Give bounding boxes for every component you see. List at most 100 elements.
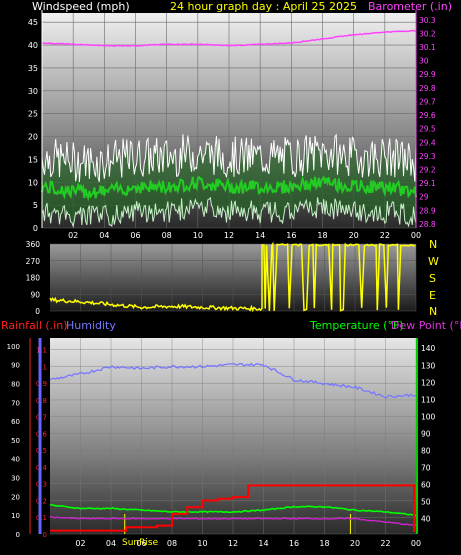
rain-x-tick-label: 00 xyxy=(411,539,421,548)
wind-tick-label: 20 xyxy=(28,133,38,142)
barometer-line xyxy=(41,29,416,47)
humidity-tick-label: 20 xyxy=(11,493,20,501)
wind-gust-line xyxy=(41,133,417,183)
wind-x-tick-label: 08 xyxy=(162,231,172,240)
rain-tick-label: 0 xyxy=(43,531,47,539)
wind-tick-label: 35 xyxy=(28,64,38,73)
wind-tick-label: 0 xyxy=(33,224,38,233)
wind-x-tick-label: 20 xyxy=(349,231,359,240)
rain-x-tick-label: 22 xyxy=(380,539,390,548)
wind-range-area xyxy=(42,134,416,227)
dewpoint-line xyxy=(49,515,417,526)
windspeed-axis-label: Windspeed (mph) xyxy=(32,0,130,13)
humidity-tick-label: 60 xyxy=(11,418,20,426)
temperature-tick-label: 70 xyxy=(421,464,431,473)
barometer-tick-label: 29.9 xyxy=(419,70,436,79)
compass-letter-w: W xyxy=(428,255,439,268)
humidity-tick-label: 0 xyxy=(16,531,20,539)
direction-tick-label: 180 xyxy=(26,274,41,283)
barometer-tick-label: 29.8 xyxy=(419,84,436,93)
barometer-tick-label: 28.8 xyxy=(419,220,436,229)
humidity-tick-label: 10 xyxy=(11,512,20,520)
wind-x-tick-label: 14 xyxy=(255,231,265,240)
rain-tick-label: 0.4 xyxy=(36,464,48,472)
wind-tick-label: 40 xyxy=(28,41,38,50)
rainfall-line xyxy=(50,484,416,532)
barometer-axis-label: Barometer (.in) xyxy=(368,0,452,13)
compass-letter-n-top: N xyxy=(429,238,438,251)
chart-title: 24 hour graph day : April 25 2025 xyxy=(170,0,357,13)
rain-x-tick-label: 18 xyxy=(319,539,329,548)
rain-x-tick-label: 04 xyxy=(106,539,116,548)
barometer-tick-label: 30.1 xyxy=(419,43,436,52)
wind-x-tick-label: 02 xyxy=(68,231,78,240)
barometer-tick-label: 29.2 xyxy=(419,165,436,174)
temperature-tick-label: 130 xyxy=(421,361,436,370)
barometer-tick-label: 30.2 xyxy=(419,29,436,38)
barometer-tick-label: 29 xyxy=(419,193,429,202)
temperature-tick-label: 60 xyxy=(421,481,431,490)
direction-tick-label: 90 xyxy=(30,290,40,299)
wind-low-line xyxy=(41,196,417,229)
humidity-tick-label: 70 xyxy=(11,399,20,407)
humidity-line xyxy=(49,362,417,399)
barometer-tick-label: 29.5 xyxy=(419,125,436,134)
wind-tick-label: 15 xyxy=(28,155,38,164)
humidity-tick-label: 50 xyxy=(11,437,20,445)
temperature-tick-label: 90 xyxy=(421,429,431,438)
rain-x-tick-label: 06 xyxy=(136,539,146,548)
barometer-tick-label: 29.7 xyxy=(419,97,436,106)
temperature-tick-label: 80 xyxy=(421,446,431,455)
wind-x-tick-label: 18 xyxy=(317,231,327,240)
compass-letter-s: S xyxy=(429,272,436,285)
wind-x-tick-label: 10 xyxy=(193,231,203,240)
rain-x-tick-label: 16 xyxy=(289,539,299,548)
wind-x-tick-label: 22 xyxy=(380,231,390,240)
barometer-tick-label: 29.1 xyxy=(419,179,436,188)
wind-tick-label: 10 xyxy=(28,178,38,187)
direction-tick-label: 360 xyxy=(26,240,41,249)
humidity-axis-label: Humidity xyxy=(66,319,116,332)
rain-x-tick-label: 10 xyxy=(197,539,207,548)
sunrise-annotation: SunRise xyxy=(122,538,159,548)
humidity-tick-label: 90 xyxy=(11,362,20,370)
rain-x-tick-label: 12 xyxy=(228,539,238,548)
wind-tick-label: 5 xyxy=(33,201,38,210)
compass-letter-n-bottom: N xyxy=(429,305,438,318)
wind-tick-label: 25 xyxy=(28,110,38,119)
barometer-tick-label: 29.3 xyxy=(419,152,436,161)
temperature-tick-label: 120 xyxy=(421,378,436,387)
wind-tick-label: 30 xyxy=(28,87,38,96)
rain-x-tick-label: 20 xyxy=(350,539,360,548)
wind-tick-label: 45 xyxy=(28,18,38,27)
direction-line xyxy=(49,241,416,313)
humidity-tick-label: 100 xyxy=(7,343,20,351)
rain-tick-label: 0.6 xyxy=(36,430,48,438)
rain-tick-label: 1 xyxy=(43,363,47,371)
barometer-tick-label: 29.4 xyxy=(419,138,436,147)
barometer-tick-label: 30 xyxy=(419,57,429,66)
direction-tick-label: 270 xyxy=(26,257,41,266)
temperature-tick-label: 140 xyxy=(421,344,436,353)
direction-tick-label: 0 xyxy=(35,307,40,316)
rain-x-tick-label: 08 xyxy=(167,539,177,548)
rainfall-axis-label: Rainfall (.in) xyxy=(1,319,68,332)
barometer-tick-label: 29.6 xyxy=(419,111,436,120)
barometer-tick-label: 28.9 xyxy=(419,206,436,215)
temperature-tick-label: 50 xyxy=(421,498,431,507)
wind-x-tick-label: 04 xyxy=(99,231,109,240)
temperature-tick-label: 100 xyxy=(421,412,436,421)
temperature-tick-label: 40 xyxy=(421,515,431,524)
rain-x-tick-label: 02 xyxy=(75,539,85,548)
compass-letter-e: E xyxy=(429,289,436,302)
wind-x-tick-label: 00 xyxy=(411,231,421,240)
humidity-tick-label: 40 xyxy=(11,456,20,464)
rain-x-tick-label: 14 xyxy=(258,539,268,548)
temperature-axis-label: Temperature (°F) xyxy=(310,319,404,332)
temperature-line xyxy=(49,503,417,517)
humidity-tick-label: 80 xyxy=(11,380,20,388)
wind-x-tick-label: 06 xyxy=(130,231,140,240)
barometer-tick-label: 30.3 xyxy=(419,16,436,25)
wind-x-tick-label: 12 xyxy=(224,231,234,240)
